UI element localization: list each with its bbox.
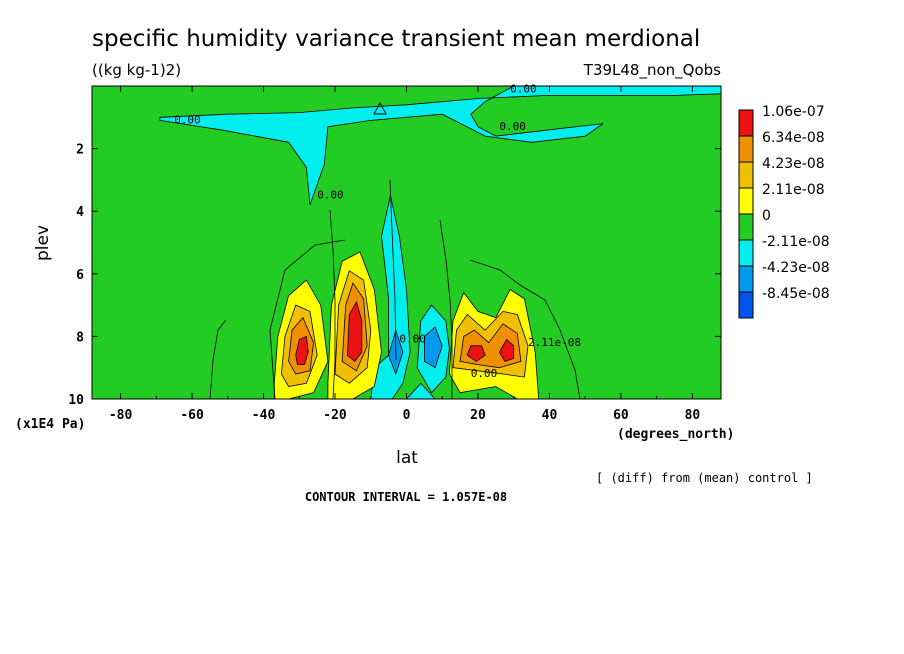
run-label: T39L48_non_Qobs (583, 61, 721, 80)
contour-line (469, 259, 581, 399)
legend-swatch (738, 239, 754, 267)
legend-label: 6.34e-08 (762, 130, 825, 146)
legend-swatch (738, 161, 754, 189)
x-tick-label: 80 (685, 408, 701, 423)
contour-line (389, 179, 397, 361)
contour-value-label: 0.00 (499, 120, 526, 133)
contour-value-label: 0.00 (399, 333, 426, 346)
y-units-label: (x1E4 Pa) (15, 417, 85, 432)
y-tick-label: 6 (76, 268, 84, 283)
x-tick-label: -20 (323, 408, 347, 423)
x-tick-label: -40 (252, 408, 276, 423)
contour-region (423, 326, 443, 369)
color-legend: 1.06e-07 6.34e-08 4.23e-08 2.11e-08 0 -2.11e-… (738, 104, 830, 319)
x-tick-label: -60 (180, 408, 204, 423)
x-tick-label: -80 (109, 408, 133, 423)
y-tick-label: 8 (76, 330, 84, 345)
x-tick-label: 60 (613, 408, 629, 423)
contour-region (466, 345, 486, 362)
y-tick-label: 10 (68, 393, 84, 408)
legend-swatch (738, 135, 754, 163)
contour-line (329, 209, 336, 399)
x-axis: -80 -60 -40 -20 0 20 40 60 80 (109, 86, 701, 423)
legend-label: 1.06e-07 (762, 104, 825, 120)
x-units-label: (degrees_north) (617, 427, 734, 442)
chart-title: specific humidity variance transient mea… (92, 26, 700, 52)
contour-value-label: 0.00 (174, 114, 201, 127)
x-tick-label: 40 (542, 408, 558, 423)
y-axis: 2 4 6 8 10 (68, 143, 721, 408)
contour-region (405, 382, 436, 399)
legend-label: 4.23e-08 (762, 156, 825, 172)
contour-value-label: 0.00 (510, 82, 536, 95)
contour-region (295, 335, 309, 366)
contour-region (498, 338, 515, 362)
comparison-note: [ (diff) from (mean) control ] (596, 471, 813, 485)
contour-line (209, 319, 227, 399)
legend-swatch (738, 265, 754, 293)
y-tick-label: 4 (76, 205, 84, 220)
x-axis-label: lat (396, 448, 418, 468)
legend-label: -2.11e-08 (762, 234, 830, 250)
x-tick-label: 0 (403, 408, 411, 423)
contour-line (439, 219, 453, 399)
y-axis-label: plev (33, 225, 53, 261)
contour-value-label: 0.00 (317, 189, 344, 202)
chart-units: ((kg kg-1)2) (92, 61, 181, 79)
legend-swatch (738, 213, 754, 241)
legend-label: 2.11e-08 (762, 182, 825, 198)
contour-value-label: 0.00 (471, 367, 498, 380)
contour-labels: 0.00 0.00 0.00 0.00 0.00 0.00 2.11e-08 (174, 82, 581, 380)
legend-swatch (738, 187, 754, 215)
contour-value-label: 2.11e-08 (528, 336, 581, 349)
contour-region (347, 300, 363, 362)
legend-label: -8.45e-08 (762, 286, 830, 302)
x-tick-label: 20 (470, 408, 486, 423)
legend-swatch (738, 291, 754, 319)
y-tick-label: 2 (76, 143, 84, 158)
legend-label: -4.23e-08 (762, 260, 830, 276)
contour-lines (209, 179, 581, 399)
contour-fills (159, 86, 721, 399)
contour-interval-label: CONTOUR INTERVAL = 1.057E-08 (305, 490, 507, 504)
legend-label: 0 (762, 208, 771, 224)
contour-region (159, 86, 721, 206)
contour-line (269, 239, 346, 399)
legend-swatch (738, 109, 754, 137)
triangle-marker (373, 101, 387, 115)
